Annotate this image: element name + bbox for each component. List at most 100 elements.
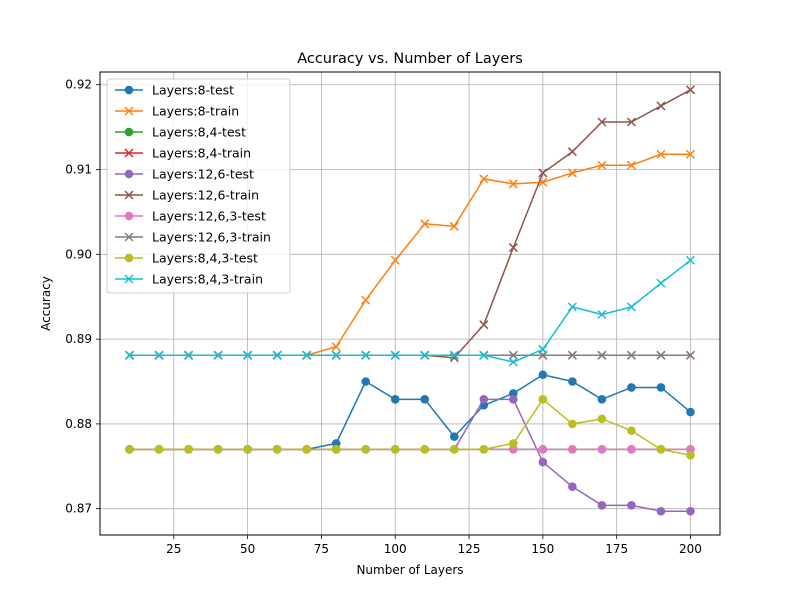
data-point bbox=[420, 350, 430, 360]
data-point bbox=[685, 85, 696, 95]
legend-item: Layers:12,6-test bbox=[115, 167, 254, 182]
data-point bbox=[420, 445, 430, 454]
data-point bbox=[508, 357, 518, 367]
data-point bbox=[567, 350, 577, 360]
data-point bbox=[508, 243, 518, 253]
legend-marker bbox=[124, 106, 134, 116]
legend-marker bbox=[124, 253, 134, 263]
data-point bbox=[184, 445, 193, 454]
data-point bbox=[420, 395, 430, 404]
data-point bbox=[538, 168, 548, 178]
data-point bbox=[479, 445, 489, 454]
data-point bbox=[420, 219, 430, 229]
legend-item: Layers:8,4,3-test bbox=[115, 251, 258, 266]
data-point bbox=[509, 439, 518, 448]
legend-label: Layers:8-test bbox=[152, 83, 234, 98]
legend-label: Layers:12,6-train bbox=[152, 188, 259, 203]
data-point bbox=[213, 445, 223, 454]
data-point bbox=[449, 432, 459, 441]
x-tick-label: 175 bbox=[605, 542, 628, 556]
legend-marker bbox=[124, 232, 134, 242]
x-tick-label: 100 bbox=[384, 542, 407, 556]
data-point bbox=[568, 419, 577, 429]
data-point bbox=[390, 395, 400, 404]
data-point bbox=[567, 168, 577, 178]
data-point bbox=[390, 445, 400, 454]
data-point bbox=[685, 255, 696, 265]
data-point bbox=[597, 350, 607, 360]
data-point bbox=[567, 302, 577, 312]
legend-label: Layers:8,4,3-train bbox=[152, 272, 263, 287]
data-point bbox=[361, 445, 371, 454]
data-point bbox=[627, 383, 636, 392]
legend-label: Layers:8-train bbox=[152, 104, 239, 119]
data-point bbox=[243, 445, 252, 454]
data-point bbox=[479, 174, 489, 184]
data-point bbox=[627, 501, 636, 510]
data-point bbox=[656, 278, 666, 288]
data-point bbox=[597, 501, 607, 510]
data-point bbox=[331, 439, 341, 448]
y-tick-label: 0.87 bbox=[65, 502, 92, 516]
grid bbox=[100, 72, 720, 535]
legend-marker bbox=[124, 169, 134, 179]
series-9 bbox=[124, 255, 696, 367]
data-point bbox=[627, 426, 636, 435]
data-point bbox=[390, 255, 400, 265]
data-point bbox=[626, 160, 636, 170]
data-point bbox=[686, 445, 695, 454]
y-tick-label: 0.88 bbox=[65, 417, 92, 431]
legend-marker bbox=[124, 274, 134, 284]
legend-item: Layers:8,4-test bbox=[115, 125, 246, 140]
y-tick-label: 0.90 bbox=[65, 247, 92, 261]
data-point bbox=[361, 377, 371, 386]
data-point bbox=[568, 482, 577, 491]
data-point bbox=[479, 350, 489, 360]
data-point bbox=[626, 117, 636, 127]
data-point bbox=[685, 350, 696, 360]
data-point bbox=[538, 344, 548, 354]
x-tick-label: 50 bbox=[240, 542, 255, 556]
legend-label: Layers:12,6,3-test bbox=[152, 209, 266, 224]
series-line bbox=[129, 259, 691, 363]
data-point bbox=[302, 445, 311, 454]
series-line bbox=[129, 398, 691, 457]
legend-item: Layers:8-test bbox=[115, 83, 234, 98]
legend-marker bbox=[124, 190, 134, 200]
plot-series bbox=[124, 85, 696, 516]
legend-label: Layers:8,4-test bbox=[152, 125, 246, 140]
data-point bbox=[568, 377, 577, 386]
data-point bbox=[686, 450, 695, 460]
data-point bbox=[508, 179, 518, 189]
data-point bbox=[567, 147, 577, 157]
legend-label: Layers:12,6-test bbox=[152, 167, 254, 182]
legend-item: Layers:12,6,3-train bbox=[115, 230, 271, 245]
y-axis-label: Accuracy bbox=[39, 276, 53, 331]
data-point bbox=[302, 350, 312, 360]
data-point bbox=[656, 149, 666, 159]
legend-label: Layers:8,4,3-test bbox=[152, 251, 258, 266]
data-point bbox=[656, 445, 666, 454]
y-tick-label: 0.89 bbox=[65, 332, 92, 346]
data-point bbox=[272, 445, 282, 454]
data-point bbox=[626, 302, 636, 312]
data-point bbox=[331, 445, 341, 454]
x-tick-label: 25 bbox=[166, 542, 181, 556]
data-point bbox=[361, 295, 371, 305]
legend-marker bbox=[124, 127, 134, 137]
legend-label: Layers:12,6,3-train bbox=[152, 230, 271, 245]
y-tick-label: 0.91 bbox=[65, 163, 92, 177]
data-point bbox=[361, 350, 371, 360]
data-point bbox=[449, 221, 459, 231]
data-point bbox=[449, 445, 459, 454]
legend-label: Layers:8,4-train bbox=[152, 146, 251, 161]
data-point bbox=[686, 407, 695, 417]
data-point bbox=[154, 445, 164, 454]
legend-item: Layers:8,4,3-train bbox=[115, 272, 263, 287]
legend-marker bbox=[124, 85, 134, 95]
data-point bbox=[538, 457, 548, 467]
data-point bbox=[124, 350, 135, 360]
plot-frame bbox=[99, 71, 721, 536]
y-tick-label: 0.92 bbox=[65, 78, 92, 92]
